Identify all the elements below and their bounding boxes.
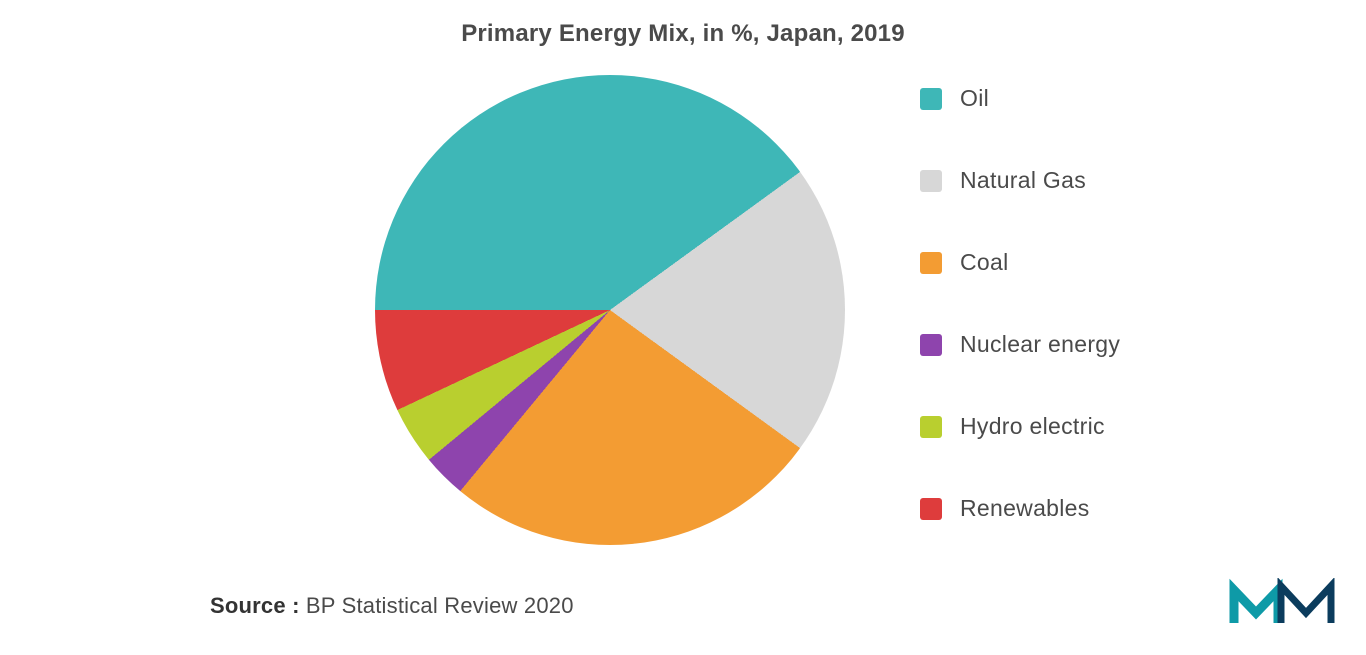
- legend-label: Oil: [960, 85, 989, 112]
- legend-swatch: [920, 334, 942, 356]
- legend-label: Nuclear energy: [960, 331, 1120, 358]
- legend-item: Renewables: [920, 495, 1270, 522]
- legend-label: Renewables: [960, 495, 1090, 522]
- legend-item: Oil: [920, 85, 1270, 112]
- legend-swatch: [920, 498, 942, 520]
- legend-item: Nuclear energy: [920, 331, 1270, 358]
- legend-swatch: [920, 88, 942, 110]
- legend-item: Hydro electric: [920, 413, 1270, 440]
- source-attribution: Source : BP Statistical Review 2020: [210, 593, 574, 619]
- pie-graphic: [375, 75, 845, 545]
- chart-legend: Oil Natural Gas Coal Nuclear energy Hydr…: [920, 85, 1270, 577]
- legend-label: Coal: [960, 249, 1009, 276]
- legend-swatch: [920, 252, 942, 274]
- pie-chart: [375, 75, 845, 545]
- brand-logo: [1226, 578, 1336, 633]
- legend-item: Coal: [920, 249, 1270, 276]
- legend-swatch: [920, 416, 942, 438]
- legend-label: Hydro electric: [960, 413, 1105, 440]
- chart-title: Primary Energy Mix, in %, Japan, 2019: [0, 20, 1366, 48]
- logo-icon: [1226, 578, 1336, 633]
- legend-item: Natural Gas: [920, 167, 1270, 194]
- source-prefix: Source :: [210, 593, 300, 618]
- legend-swatch: [920, 170, 942, 192]
- legend-label: Natural Gas: [960, 167, 1086, 194]
- source-text: BP Statistical Review 2020: [300, 593, 574, 618]
- chart-container: Primary Energy Mix, in %, Japan, 2019 Oi…: [0, 0, 1366, 655]
